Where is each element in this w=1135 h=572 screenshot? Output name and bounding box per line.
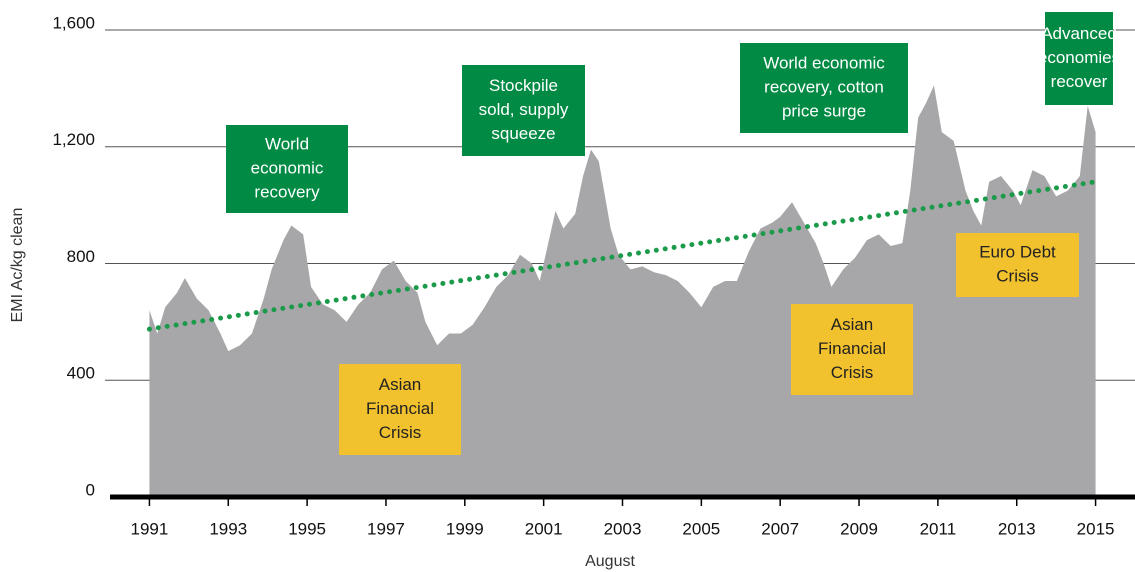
x-tick-label: 1993 [209,519,247,538]
y-tick-label: 800 [67,247,95,266]
annotation-text: Crisis [831,363,874,382]
x-tick-label: 1995 [288,519,326,538]
annotation-text: Stockpile [489,76,558,95]
annotation-text: sold, supply [479,100,569,119]
annotation-text: price surge [782,101,866,120]
y-tick-label: 1,200 [52,130,95,149]
annotation-text: Euro Debt [979,242,1056,261]
x-tick-label: 2001 [525,519,563,538]
annotation-text: World economic [763,53,885,72]
annotation-text: World [265,134,309,153]
annotation-text: Crisis [379,423,422,442]
trend-line [146,179,1099,332]
annotation-box [956,233,1079,297]
x-tick-label: 2007 [761,519,799,538]
annotation-text: Financial [366,399,434,418]
annotation-text: Financial [818,339,886,358]
annotation-box [1045,12,1113,105]
x-tick-label: 1999 [446,519,484,538]
x-tick-label: 2011 [920,519,957,538]
annotation-text: recover [1051,72,1108,91]
x-tick-label: 1991 [131,519,169,538]
annotation-box [740,43,908,133]
annotation-text: squeeze [491,124,555,143]
x-tick-label: 2003 [604,519,642,538]
annotation-text: economies [1038,48,1120,67]
annotation-text: Asian [379,375,422,394]
annotation-text: recovery [254,182,320,201]
y-tick-label: 400 [67,364,95,383]
x-axis-label: August [585,553,635,570]
annotation-text: recovery, cotton [764,77,884,96]
annotation-text: Crisis [996,266,1039,285]
x-tick-label: 2015 [1077,519,1115,538]
annotation-text: Advanced [1041,24,1117,43]
x-tick-label: 1997 [367,519,405,538]
x-tick-label: 2005 [682,519,720,538]
annotation-text: economic [251,158,324,177]
y-axis-label: EMI Ac/kg clean [9,208,26,323]
annotation-box [226,125,348,213]
x-tick-label: 2013 [998,519,1036,538]
annotation-text: Asian [831,315,874,334]
y-tick-label: 1,600 [52,13,95,32]
annotation-box [791,304,913,395]
annotation-box [462,65,585,156]
annotation-box [339,364,461,455]
x-tick-label: 2009 [840,519,878,538]
y-tick-label: 0 [86,480,95,499]
